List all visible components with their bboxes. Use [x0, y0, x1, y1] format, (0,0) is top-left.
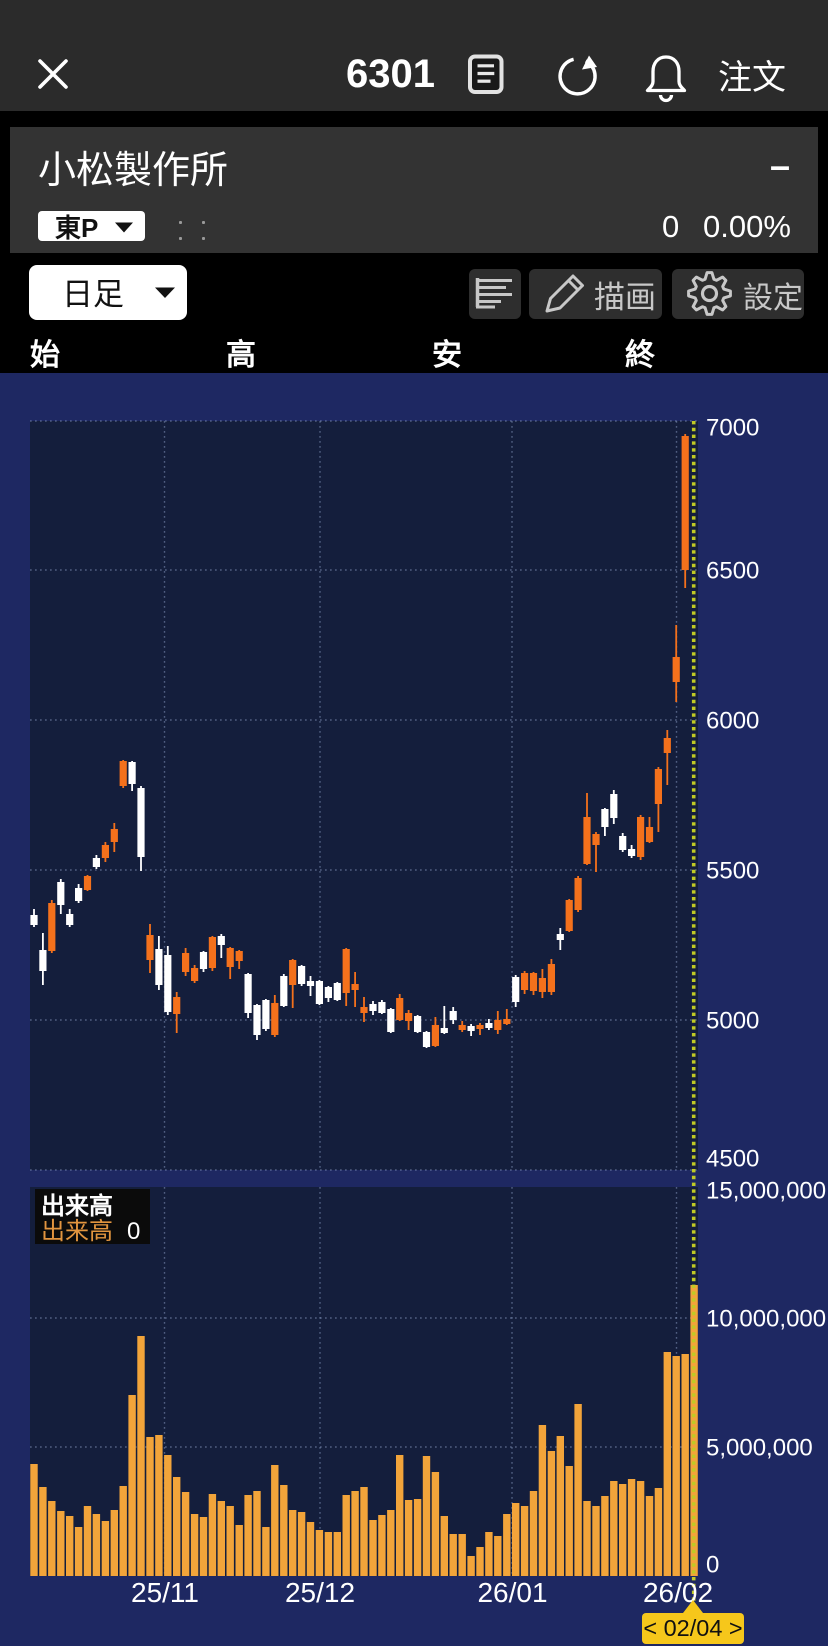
- svg-text:26/01: 26/01: [477, 1577, 547, 1608]
- svg-text:描画: 描画: [594, 280, 656, 315]
- svg-text:6500: 6500: [706, 558, 759, 585]
- svg-text:日足: 日足: [62, 277, 124, 312]
- svg-text:設定: 設定: [743, 282, 803, 315]
- svg-text:0: 0: [706, 1552, 719, 1579]
- svg-text:5000: 5000: [706, 1008, 759, 1035]
- svg-text:25/12: 25/12: [285, 1577, 355, 1608]
- svg-text:< 02/04 >: < 02/04 >: [643, 1615, 742, 1641]
- svg-text:25/11: 25/11: [131, 1577, 199, 1608]
- svg-text:出来高: 出来高: [41, 1192, 113, 1220]
- svg-text:15,000,000: 15,000,000: [706, 1178, 826, 1205]
- svg-text:4500: 4500: [706, 1146, 759, 1173]
- svg-text:26/02: 26/02: [643, 1577, 713, 1608]
- svg-text:6000: 6000: [706, 708, 759, 735]
- svg-text:東P: 東P: [55, 213, 98, 243]
- svg-text:0: 0: [127, 1218, 140, 1245]
- svg-text:5,000,000: 5,000,000: [706, 1435, 813, 1462]
- svg-text:6301: 6301: [346, 52, 435, 96]
- svg-text:5500: 5500: [706, 858, 759, 885]
- svg-text:7000: 7000: [706, 415, 759, 442]
- svg-text:注文: 注文: [718, 59, 786, 97]
- svg-text:10,000,000: 10,000,000: [706, 1306, 826, 1333]
- svg-text:出来高: 出来高: [41, 1218, 113, 1245]
